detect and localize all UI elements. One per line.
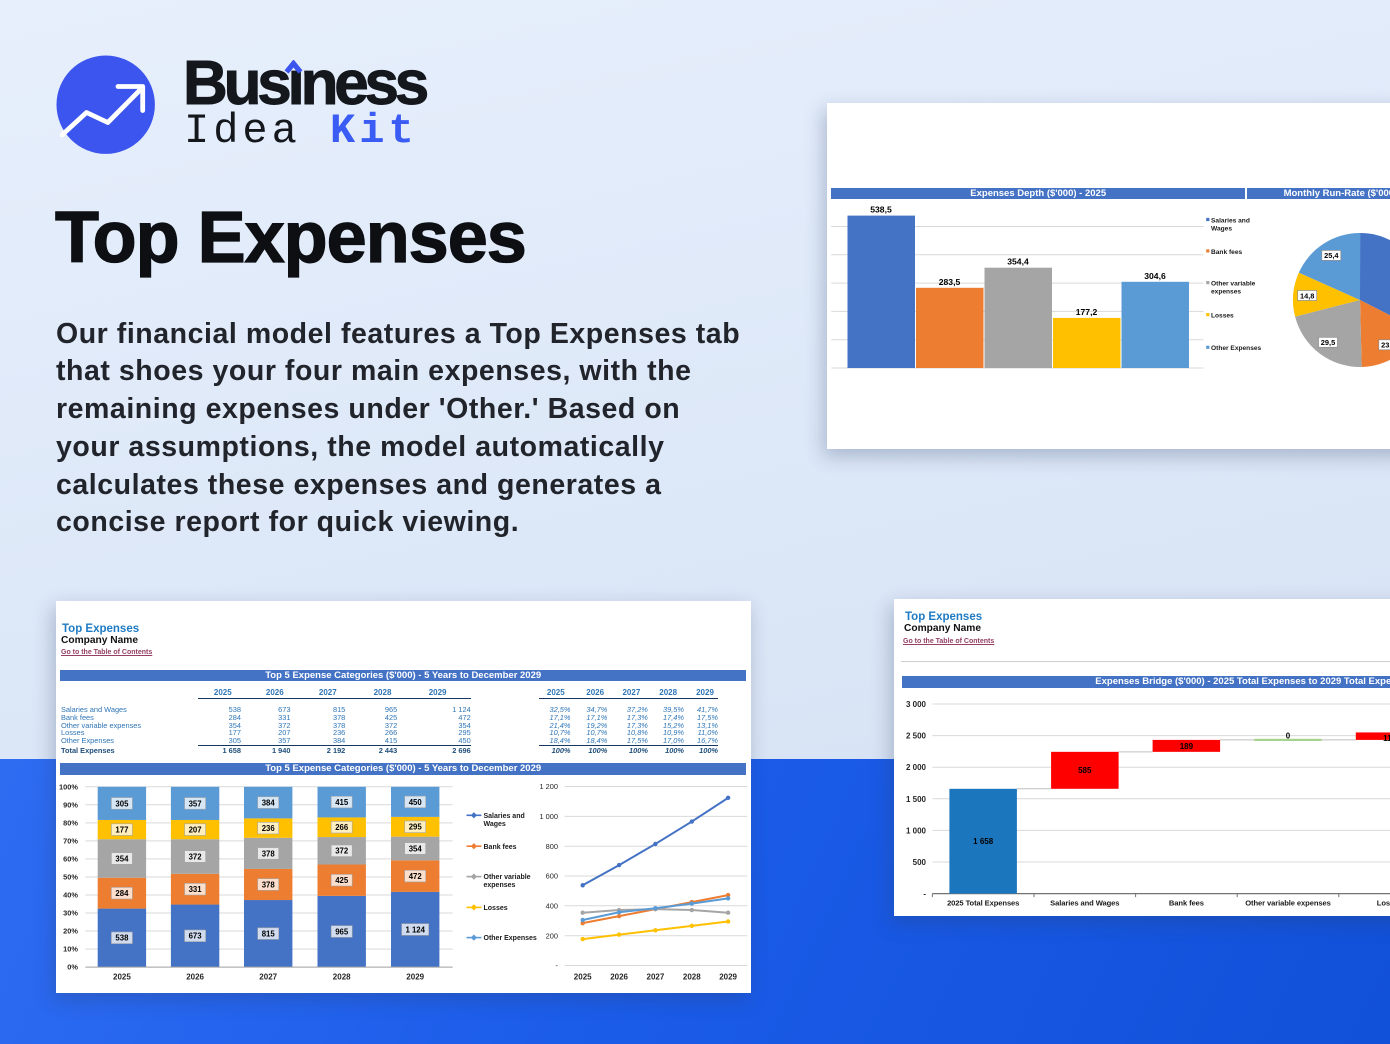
svg-text:3 000: 3 000: [906, 700, 927, 709]
svg-text:2025: 2025: [113, 973, 131, 982]
svg-text:60%: 60%: [63, 855, 78, 864]
svg-text:538,5: 538,5: [870, 205, 892, 215]
svg-text:Losses: Losses: [483, 905, 507, 912]
svg-text:2025: 2025: [573, 973, 591, 982]
svg-text:400: 400: [545, 901, 557, 910]
svg-text:Wages: Wages: [1211, 225, 1232, 232]
svg-text:118: 118: [1383, 734, 1390, 743]
svg-text:1 124: 1 124: [405, 925, 425, 934]
svg-text:2 500: 2 500: [906, 732, 927, 741]
svg-text:10%: 10%: [63, 945, 78, 954]
svg-text:415: 415: [335, 798, 349, 807]
svg-text:266: 266: [335, 823, 349, 832]
svg-text:Salaries and: Salaries and: [1211, 217, 1250, 224]
svg-text:815: 815: [261, 930, 275, 939]
svg-text:965: 965: [335, 927, 349, 936]
svg-text:0%: 0%: [67, 963, 78, 972]
svg-text:305: 305: [115, 799, 129, 808]
svg-text:Losses: Losses: [1211, 313, 1234, 320]
svg-text:Other Expenses: Other Expenses: [1211, 345, 1262, 352]
svg-text:90%: 90%: [63, 800, 78, 809]
svg-text:236: 236: [261, 824, 275, 833]
svg-text:29,5: 29,5: [1321, 338, 1335, 347]
svg-text:Bank fees: Bank fees: [1169, 899, 1204, 908]
svg-text:0: 0: [1286, 731, 1291, 740]
svg-text:283,5: 283,5: [939, 277, 961, 287]
svg-text:189: 189: [1180, 742, 1194, 751]
svg-text:50%: 50%: [63, 873, 78, 882]
svg-text:2027: 2027: [259, 973, 277, 982]
svg-text:177: 177: [115, 826, 128, 835]
svg-text:2026: 2026: [610, 973, 628, 982]
svg-text:14,8: 14,8: [1300, 291, 1314, 300]
svg-text:23,7: 23,7: [1381, 341, 1390, 350]
svg-text:expenses: expenses: [483, 882, 515, 889]
svg-text:expenses: expenses: [1211, 289, 1241, 296]
svg-text:2029: 2029: [406, 973, 424, 982]
svg-text:1 500: 1 500: [906, 795, 927, 804]
svg-text:-: -: [555, 961, 558, 970]
svg-text:585: 585: [1078, 766, 1092, 775]
svg-text:100%: 100%: [58, 782, 77, 791]
svg-text:Other variable: Other variable: [1211, 281, 1256, 288]
svg-text:177,2: 177,2: [1076, 307, 1098, 317]
svg-text:2029: 2029: [719, 973, 737, 982]
svg-text:40%: 40%: [63, 891, 78, 900]
svg-text:354: 354: [408, 844, 422, 853]
svg-text:2027: 2027: [646, 973, 664, 982]
svg-text:472: 472: [408, 872, 422, 881]
svg-text:207: 207: [188, 826, 201, 835]
svg-text:20%: 20%: [63, 927, 78, 936]
svg-text:1 658: 1 658: [973, 837, 994, 846]
svg-text:538: 538: [115, 934, 129, 943]
svg-text:673: 673: [188, 932, 202, 941]
svg-text:295: 295: [408, 823, 422, 832]
svg-text:357: 357: [188, 799, 201, 808]
svg-text:450: 450: [408, 798, 422, 807]
svg-text:Wages: Wages: [483, 821, 505, 828]
svg-text:Salaries and: Salaries and: [483, 813, 524, 820]
svg-text:2 000: 2 000: [906, 763, 927, 772]
svg-text:2028: 2028: [682, 973, 700, 982]
svg-text:354,4: 354,4: [1007, 257, 1029, 267]
svg-text:425: 425: [335, 876, 349, 885]
svg-text:354: 354: [115, 854, 129, 863]
svg-text:600: 600: [545, 872, 557, 881]
svg-text:2025 Total Expenses: 2025 Total Expenses: [947, 899, 1019, 908]
svg-text:200: 200: [545, 931, 557, 940]
svg-text:1 000: 1 000: [539, 812, 558, 821]
svg-text:2026: 2026: [186, 973, 204, 982]
svg-text:30%: 30%: [63, 909, 78, 918]
svg-text:378: 378: [261, 880, 275, 889]
svg-text:80%: 80%: [63, 819, 78, 828]
svg-text:800: 800: [545, 842, 557, 851]
svg-text:1 000: 1 000: [906, 826, 927, 835]
svg-text:331: 331: [188, 885, 202, 894]
svg-text:1 200: 1 200: [539, 782, 558, 791]
svg-text:2028: 2028: [332, 973, 350, 982]
svg-text:70%: 70%: [63, 837, 78, 846]
svg-text:384: 384: [261, 799, 275, 808]
svg-text:Bank fees: Bank fees: [483, 844, 516, 851]
svg-text:372: 372: [335, 847, 349, 856]
svg-text:304,6: 304,6: [1144, 271, 1166, 281]
svg-text:284: 284: [115, 889, 129, 898]
svg-text:Bank fees: Bank fees: [1211, 249, 1242, 256]
svg-text:Other variable expenses: Other variable expenses: [1245, 899, 1331, 908]
svg-text:378: 378: [261, 849, 275, 858]
svg-text:Salaries and Wages: Salaries and Wages: [1050, 899, 1119, 908]
svg-text:Losses: Losses: [1377, 899, 1390, 908]
svg-text:500: 500: [913, 858, 927, 867]
svg-text:-: -: [923, 890, 926, 899]
svg-text:Other variable: Other variable: [483, 874, 530, 881]
svg-text:25,4: 25,4: [1324, 251, 1339, 260]
svg-text:372: 372: [188, 852, 202, 861]
svg-text:Other Expenses: Other Expenses: [483, 935, 536, 942]
